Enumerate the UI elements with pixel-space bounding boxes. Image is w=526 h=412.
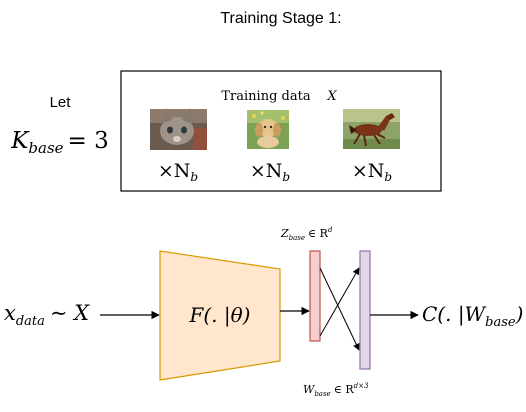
diagram-title: Training Stage 1:: [220, 10, 341, 27]
training-data-caption: Training data: [221, 89, 310, 104]
encoder-label: F(. |θ): [189, 303, 251, 328]
puppy-image: [247, 110, 289, 149]
horse-image: [343, 109, 400, 149]
let-label: Let: [50, 94, 72, 111]
cross-arrow-up: [319, 267, 360, 337]
kitten-image: [150, 108, 207, 150]
training-data-box: Training data X: [120, 70, 442, 192]
input-label: xdata ∼ X: [4, 301, 90, 329]
puppy-multiplier: ×Nb: [250, 160, 290, 184]
training-data-symbol: X: [326, 89, 337, 104]
w-base-label: Wbase ∈ Rd×3: [303, 382, 369, 398]
kitten-multiplier: ×Nb: [158, 160, 198, 184]
z-base-label: Zbase ∈ Rd: [280, 226, 333, 242]
k-base-equation: Kbase = 3: [10, 128, 109, 157]
cross-arrow-down: [319, 267, 360, 351]
output-label: C(. |Wbase): [422, 302, 523, 330]
w-base-bar: [359, 250, 371, 370]
z-base-bar: [309, 250, 321, 342]
encoder-block: [159, 250, 281, 381]
horse-multiplier: ×Nb: [352, 160, 392, 184]
